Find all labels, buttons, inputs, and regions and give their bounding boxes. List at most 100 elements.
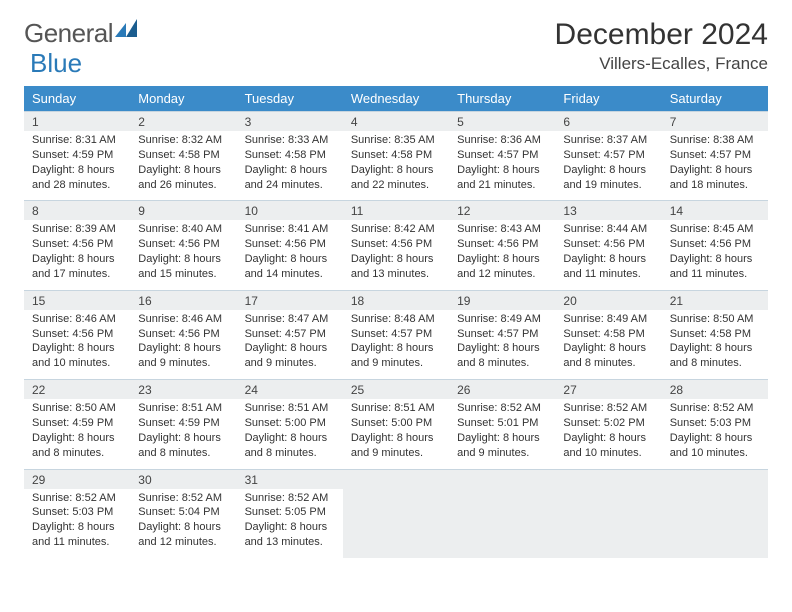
day-number: 28 [662, 380, 768, 400]
logo-mark-icon [115, 19, 137, 37]
day-cell: Sunrise: 8:41 AMSunset: 4:56 PMDaylight:… [237, 220, 343, 290]
sunrise-text: Sunrise: 8:39 AM [32, 222, 122, 237]
day-cell [662, 489, 768, 558]
daylight-text-2: and 11 minutes. [670, 267, 760, 282]
day-content-row: Sunrise: 8:52 AMSunset: 5:03 PMDaylight:… [24, 489, 768, 558]
day-cell: Sunrise: 8:39 AMSunset: 4:56 PMDaylight:… [24, 220, 130, 290]
sunrise-text: Sunrise: 8:51 AM [138, 401, 228, 416]
weekday-header: Sunday [24, 86, 130, 112]
sunrise-text: Sunrise: 8:32 AM [138, 133, 228, 148]
sunset-text: Sunset: 4:56 PM [351, 237, 441, 252]
daylight-text-2: and 19 minutes. [563, 178, 653, 193]
day-number: 27 [555, 380, 661, 400]
sunset-text: Sunset: 5:00 PM [351, 416, 441, 431]
daylight-text-2: and 8 minutes. [563, 356, 653, 371]
day-content-row: Sunrise: 8:31 AMSunset: 4:59 PMDaylight:… [24, 131, 768, 201]
day-cell: Sunrise: 8:52 AMSunset: 5:01 PMDaylight:… [449, 399, 555, 469]
day-number: 7 [662, 112, 768, 132]
day-number [555, 469, 661, 489]
daylight-text-1: Daylight: 8 hours [351, 163, 441, 178]
sunset-text: Sunset: 5:03 PM [32, 505, 122, 520]
daylight-text-2: and 10 minutes. [670, 446, 760, 461]
sunrise-text: Sunrise: 8:38 AM [670, 133, 760, 148]
day-number: 18 [343, 290, 449, 310]
day-number: 29 [24, 469, 130, 489]
day-number: 9 [130, 201, 236, 221]
daylight-text-2: and 8 minutes. [670, 356, 760, 371]
daylight-text-2: and 17 minutes. [32, 267, 122, 282]
day-cell: Sunrise: 8:31 AMSunset: 4:59 PMDaylight:… [24, 131, 130, 201]
day-number-row: 293031 [24, 469, 768, 489]
day-number: 21 [662, 290, 768, 310]
sunset-text: Sunset: 4:56 PM [245, 237, 335, 252]
weekday-header: Monday [130, 86, 236, 112]
day-cell: Sunrise: 8:38 AMSunset: 4:57 PMDaylight:… [662, 131, 768, 201]
weekday-header: Thursday [449, 86, 555, 112]
day-number: 20 [555, 290, 661, 310]
sunrise-text: Sunrise: 8:52 AM [670, 401, 760, 416]
day-number: 16 [130, 290, 236, 310]
sunrise-text: Sunrise: 8:31 AM [32, 133, 122, 148]
day-cell: Sunrise: 8:52 AMSunset: 5:02 PMDaylight:… [555, 399, 661, 469]
sunrise-text: Sunrise: 8:51 AM [245, 401, 335, 416]
day-number: 19 [449, 290, 555, 310]
daylight-text-1: Daylight: 8 hours [670, 431, 760, 446]
day-cell: Sunrise: 8:52 AMSunset: 5:03 PMDaylight:… [662, 399, 768, 469]
sunrise-text: Sunrise: 8:45 AM [670, 222, 760, 237]
daylight-text-1: Daylight: 8 hours [32, 431, 122, 446]
sunset-text: Sunset: 4:56 PM [138, 237, 228, 252]
day-cell: Sunrise: 8:37 AMSunset: 4:57 PMDaylight:… [555, 131, 661, 201]
day-content-row: Sunrise: 8:50 AMSunset: 4:59 PMDaylight:… [24, 399, 768, 469]
daylight-text-1: Daylight: 8 hours [563, 341, 653, 356]
day-number: 31 [237, 469, 343, 489]
sunset-text: Sunset: 4:58 PM [563, 327, 653, 342]
daylight-text-1: Daylight: 8 hours [245, 163, 335, 178]
daylight-text-1: Daylight: 8 hours [245, 341, 335, 356]
day-cell: Sunrise: 8:51 AMSunset: 4:59 PMDaylight:… [130, 399, 236, 469]
day-cell: Sunrise: 8:33 AMSunset: 4:58 PMDaylight:… [237, 131, 343, 201]
daylight-text-2: and 21 minutes. [457, 178, 547, 193]
sunset-text: Sunset: 5:04 PM [138, 505, 228, 520]
sunset-text: Sunset: 4:58 PM [351, 148, 441, 163]
daylight-text-2: and 9 minutes. [457, 446, 547, 461]
sunrise-text: Sunrise: 8:51 AM [351, 401, 441, 416]
daylight-text-1: Daylight: 8 hours [563, 252, 653, 267]
daylight-text-1: Daylight: 8 hours [351, 252, 441, 267]
daylight-text-2: and 9 minutes. [351, 446, 441, 461]
daylight-text-2: and 22 minutes. [351, 178, 441, 193]
sunset-text: Sunset: 4:56 PM [670, 237, 760, 252]
daylight-text-1: Daylight: 8 hours [245, 252, 335, 267]
daylight-text-1: Daylight: 8 hours [457, 431, 547, 446]
sunrise-text: Sunrise: 8:33 AM [245, 133, 335, 148]
sunset-text: Sunset: 5:05 PM [245, 505, 335, 520]
sunrise-text: Sunrise: 8:50 AM [670, 312, 760, 327]
daylight-text-1: Daylight: 8 hours [32, 252, 122, 267]
daylight-text-1: Daylight: 8 hours [670, 252, 760, 267]
day-number: 4 [343, 112, 449, 132]
day-cell: Sunrise: 8:50 AMSunset: 4:58 PMDaylight:… [662, 310, 768, 380]
day-number: 6 [555, 112, 661, 132]
calendar-table: Sunday Monday Tuesday Wednesday Thursday… [24, 86, 768, 558]
logo-text-2: Blue [30, 48, 82, 79]
day-cell: Sunrise: 8:49 AMSunset: 4:57 PMDaylight:… [449, 310, 555, 380]
day-cell: Sunrise: 8:51 AMSunset: 5:00 PMDaylight:… [237, 399, 343, 469]
daylight-text-1: Daylight: 8 hours [457, 341, 547, 356]
day-cell: Sunrise: 8:51 AMSunset: 5:00 PMDaylight:… [343, 399, 449, 469]
sunset-text: Sunset: 4:58 PM [138, 148, 228, 163]
sunrise-text: Sunrise: 8:49 AM [563, 312, 653, 327]
daylight-text-2: and 18 minutes. [670, 178, 760, 193]
sunrise-text: Sunrise: 8:36 AM [457, 133, 547, 148]
day-cell: Sunrise: 8:44 AMSunset: 4:56 PMDaylight:… [555, 220, 661, 290]
weekday-header: Friday [555, 86, 661, 112]
day-cell: Sunrise: 8:48 AMSunset: 4:57 PMDaylight:… [343, 310, 449, 380]
daylight-text-1: Daylight: 8 hours [457, 252, 547, 267]
weekday-header: Saturday [662, 86, 768, 112]
day-number: 26 [449, 380, 555, 400]
daylight-text-2: and 24 minutes. [245, 178, 335, 193]
sunset-text: Sunset: 4:57 PM [457, 148, 547, 163]
sunrise-text: Sunrise: 8:40 AM [138, 222, 228, 237]
sunrise-text: Sunrise: 8:49 AM [457, 312, 547, 327]
daylight-text-2: and 9 minutes. [351, 356, 441, 371]
daylight-text-1: Daylight: 8 hours [138, 163, 228, 178]
daylight-text-1: Daylight: 8 hours [563, 431, 653, 446]
